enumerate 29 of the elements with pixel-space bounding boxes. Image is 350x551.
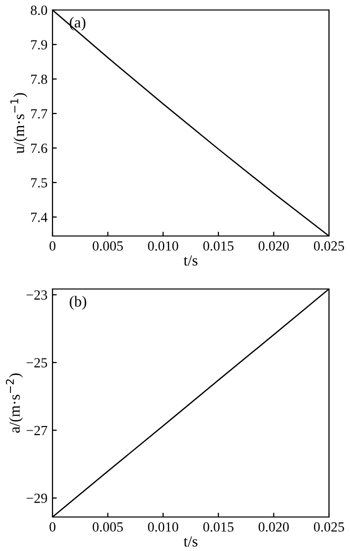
x-axis-title: t/s: [184, 536, 198, 547]
x-tick-label: 0.015: [203, 522, 234, 532]
y-tick-label: −29: [26, 494, 48, 503]
y-tick-label: 7.6: [31, 144, 48, 154]
x-tick-label: 0.020: [258, 241, 289, 251]
y-tick-label: 7.8: [31, 74, 48, 84]
x-tick-label: 0.010: [148, 241, 178, 251]
y-tick-label: −23: [26, 290, 48, 300]
y-tick-label: 8.0: [30, 6, 48, 16]
y-tick-label: 7.4: [31, 212, 48, 222]
y-tick-label: 7.7: [31, 109, 48, 119]
x-tick-label: 0: [50, 522, 56, 532]
y-tick-label: 7.9: [31, 40, 48, 50]
x-tick-label: 0.025: [314, 241, 344, 251]
x-tick-label: 0.015: [203, 241, 234, 251]
y-axis-title: u/(m·s$^{−1}$): [10, 93, 28, 154]
x-tick-label: 0.020: [258, 522, 289, 532]
x-axis-title: t/s: [184, 255, 198, 266]
x-tick-label: 0.005: [92, 522, 123, 532]
y-tick-label: 7.5: [31, 178, 48, 188]
x-tick-label: 0.010: [148, 522, 178, 532]
x-tick-label: 0.025: [314, 522, 344, 532]
x-tick-label: 0.005: [92, 241, 123, 251]
y-tick-label: −27: [26, 426, 48, 436]
y-axis-title: a/(m·s$^{−2}$): [6, 373, 23, 433]
annotation: (a): [70, 16, 86, 31]
y-tick-label: −25: [26, 358, 48, 368]
x-tick-label: 0: [50, 241, 56, 251]
annotation: (b): [70, 296, 86, 310]
